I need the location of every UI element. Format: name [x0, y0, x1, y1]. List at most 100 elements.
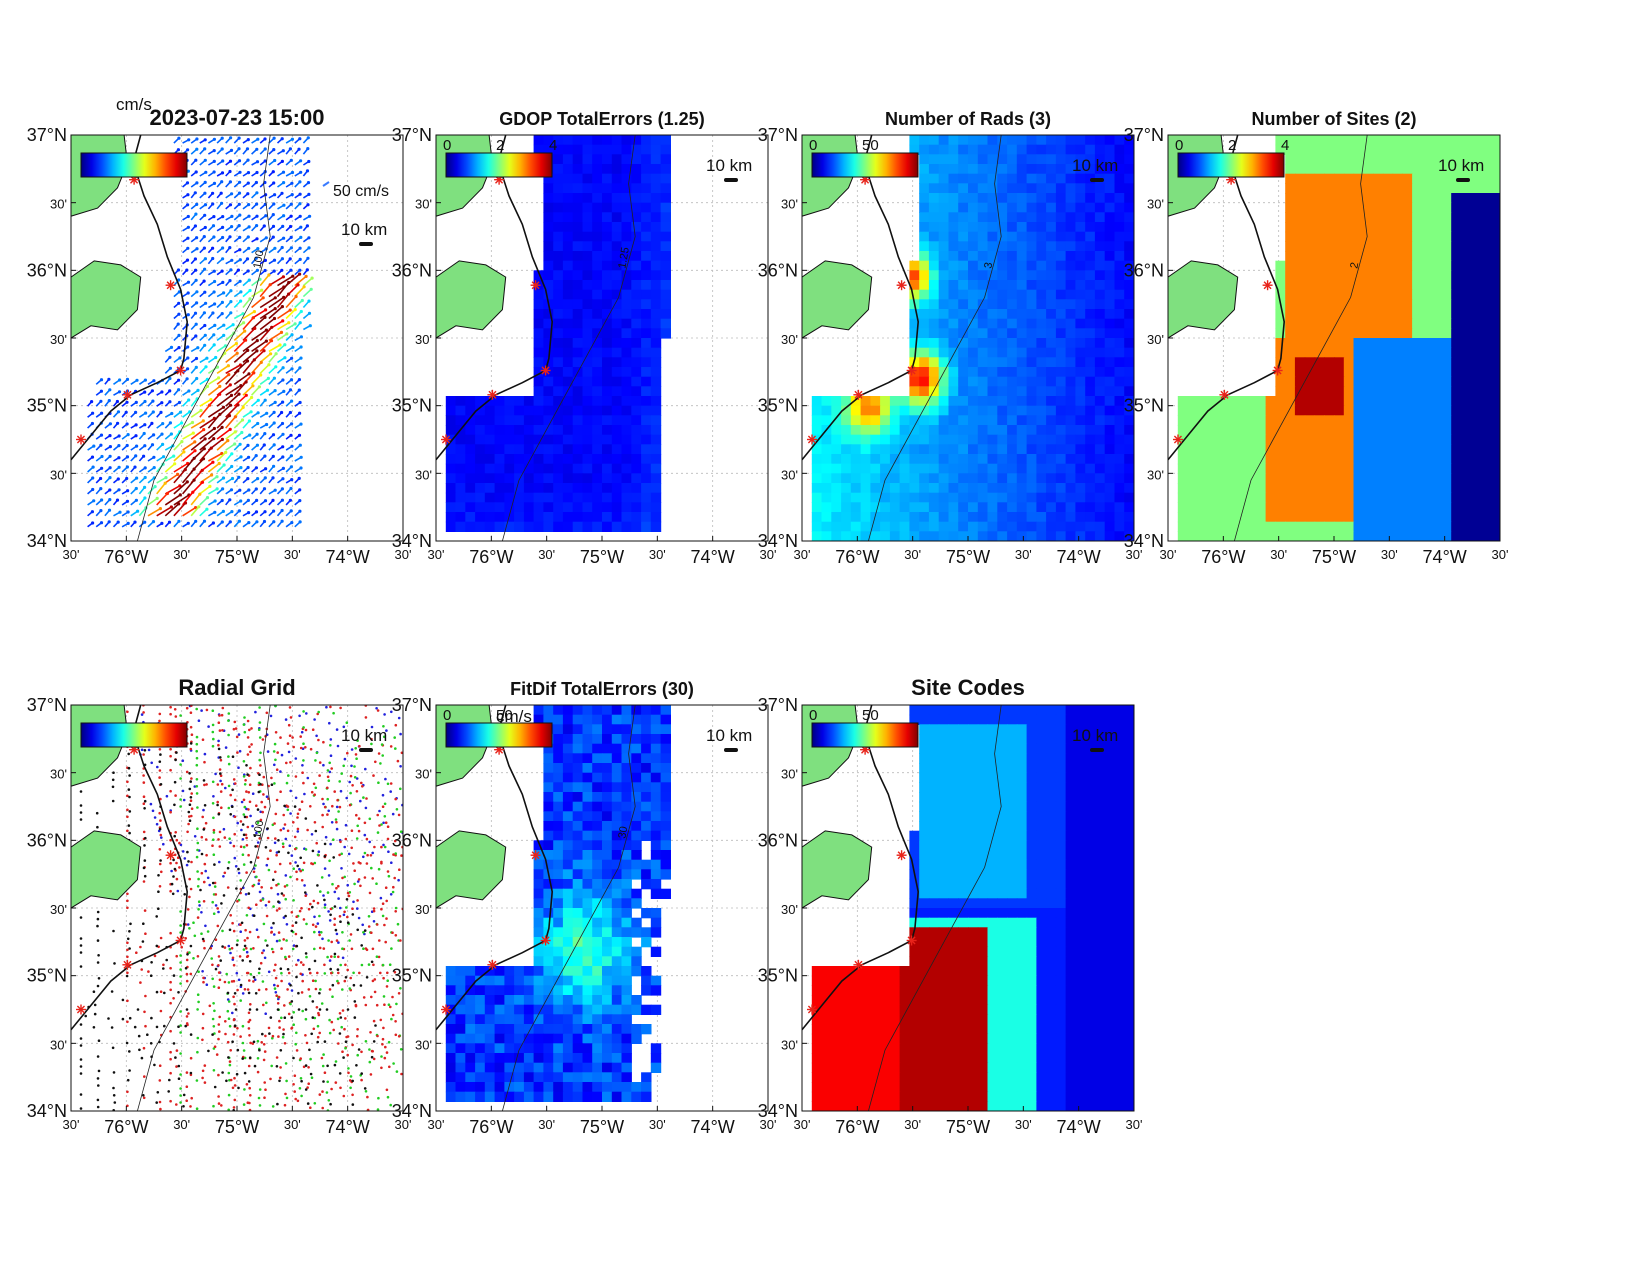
lon-tick-label: 75°W: [946, 1117, 990, 1137]
coastline: [436, 705, 554, 1031]
colorbar-tick-label: 0: [443, 707, 451, 724]
isobath-contour: [137, 135, 271, 541]
coastline: [802, 135, 920, 461]
lat-tick-label: 30': [50, 902, 67, 917]
site-marker: [165, 850, 176, 861]
lat-tick-label: 30': [1147, 467, 1164, 482]
lon-tick-label: 30': [428, 1117, 445, 1132]
lat-tick-label: 37°N: [392, 125, 432, 145]
site-marker: [853, 959, 864, 970]
site-marker: [896, 280, 907, 291]
site-marker: [807, 434, 817, 445]
lon-tick-label: 75°W: [215, 1117, 259, 1137]
lon-tick-label: 30': [63, 547, 80, 562]
lon-tick-label: 74°W: [326, 547, 370, 567]
lat-tick-label: 30': [415, 467, 432, 482]
panel-title: GDOP TotalErrors (1.25): [499, 109, 704, 129]
current-vectors: [86, 136, 314, 528]
scale-bar-label: 10 km: [341, 220, 387, 239]
lon-tick-label: 76°W: [104, 1117, 148, 1137]
site-marker: [853, 389, 864, 400]
land-mass: [1168, 260, 1239, 339]
contour-label: 1.25: [616, 246, 632, 269]
lon-tick-label: 74°W: [1057, 547, 1101, 567]
lon-tick-label: 30': [760, 1117, 777, 1132]
lat-tick-label: 34°N: [758, 531, 798, 551]
colorbar: [811, 152, 919, 178]
lat-tick-label: 30': [781, 467, 798, 482]
lon-tick-label: 76°W: [835, 547, 879, 567]
site-marker: [540, 365, 551, 376]
colorbar: [445, 722, 553, 748]
lat-tick-label: 36°N: [758, 830, 798, 850]
lat-tick-label: 30': [781, 197, 798, 212]
lat-tick-label: 30': [50, 332, 67, 347]
lat-tick-label: 30': [781, 1037, 798, 1052]
lon-tick-label: 74°W: [691, 547, 735, 567]
coastline: [71, 135, 189, 461]
vector-scale-arrow: [322, 181, 330, 187]
panel-rads: 3 10 km 0 50 Number of Rads (3) 37°N 30' 36°N 30…: [758, 109, 1143, 567]
scale-bar-label: 10 km: [706, 726, 752, 745]
site-marker: [807, 1004, 817, 1015]
colorbar-tick-label: 50: [862, 707, 879, 724]
panel-plot-area: 10 km: [802, 705, 1134, 1111]
panel-plot-area: 1.25 10 km: [436, 135, 768, 541]
field-raster: [1177, 135, 1500, 541]
lon-tick-label: 76°W: [1201, 547, 1245, 567]
colorbar: [80, 152, 188, 178]
lon-tick-label: 75°W: [1312, 547, 1356, 567]
isobath-contour: [868, 705, 1002, 1111]
lon-tick-label: 30': [649, 1117, 666, 1132]
scale-bar: [724, 178, 738, 182]
coastline: [1168, 135, 1286, 461]
lon-tick-label: 75°W: [580, 547, 624, 567]
land-mass: [436, 260, 507, 339]
vector-scale-label: 50 cm/s: [333, 183, 389, 200]
lat-tick-label: 30': [781, 332, 798, 347]
land-mass: [802, 830, 873, 909]
lat-tick-label: 34°N: [27, 1101, 67, 1121]
lat-tick-label: 30': [415, 1037, 432, 1052]
isobath-contour: [1234, 135, 1368, 541]
site-marker: [1272, 365, 1283, 376]
scale-bar: [1090, 748, 1104, 752]
colorbar-tick-label: 0: [809, 137, 817, 154]
lat-tick-label: 34°N: [1124, 531, 1164, 551]
contour-label: 100: [251, 249, 266, 269]
lat-tick-label: 36°N: [758, 260, 798, 280]
lat-tick-label: 30': [781, 902, 798, 917]
panel-plot-area: 30 10 km: [436, 705, 768, 1111]
scale-bar-label: 10 km: [341, 726, 387, 745]
scale-bar-label: 10 km: [706, 156, 752, 175]
panel-fitdif: 30 10 km 0 50 FitDif TotalErrors (30) 37°N 30'…: [392, 679, 777, 1137]
lat-tick-label: 35°N: [758, 396, 798, 416]
lon-tick-label: 30': [760, 547, 777, 562]
field-raster: [445, 705, 671, 1102]
lon-tick-label: 30': [794, 1117, 811, 1132]
lon-tick-label: 74°W: [1057, 1117, 1101, 1137]
land-mass: [71, 830, 142, 909]
panel-plot-area: 2 10 km: [1168, 135, 1500, 541]
lon-tick-label: 30': [1270, 547, 1287, 562]
lon-tick-label: 76°W: [469, 1117, 513, 1137]
lon-tick-label: 30': [1381, 547, 1398, 562]
field-raster: [811, 135, 1134, 541]
scale-bar: [1090, 178, 1104, 182]
site-marker: [76, 1004, 86, 1015]
lon-tick-label: 30': [1126, 547, 1143, 562]
lat-tick-label: 37°N: [392, 695, 432, 715]
colorbar-tick-label: 2: [496, 137, 504, 154]
lon-tick-label: 74°W: [326, 1117, 370, 1137]
lon-tick-label: 30': [428, 547, 445, 562]
isobath-contour: [868, 135, 1002, 541]
land-mass: [802, 260, 873, 339]
lat-tick-label: 36°N: [27, 830, 67, 850]
site-marker: [175, 935, 186, 946]
lat-tick-label: 37°N: [758, 125, 798, 145]
colorbar-tick-label: 0: [809, 707, 817, 724]
colorbar: [811, 722, 919, 748]
site-marker: [122, 959, 133, 970]
colorbar-tick-label: 50: [496, 707, 513, 724]
